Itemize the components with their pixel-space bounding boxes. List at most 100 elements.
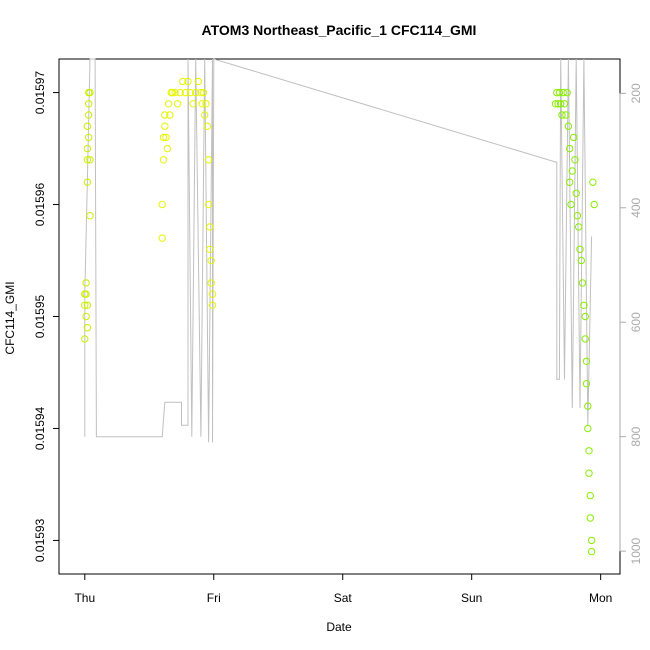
right-tick-label: 600 bbox=[629, 312, 643, 332]
data-point bbox=[202, 100, 210, 108]
data-point bbox=[590, 200, 598, 209]
data-point bbox=[159, 156, 168, 164]
data-point bbox=[201, 111, 209, 119]
data-point bbox=[551, 100, 560, 108]
data-point bbox=[184, 77, 192, 86]
y-axis-label: CFC114_GMI bbox=[3, 281, 17, 354]
right-axis: 200 400 600 800 1000 bbox=[619, 83, 643, 564]
data-point bbox=[82, 312, 90, 321]
data-point bbox=[173, 100, 182, 108]
data-point bbox=[85, 133, 93, 142]
pressure-line-layer bbox=[84, 58, 593, 443]
data-point bbox=[197, 88, 205, 97]
data-point bbox=[86, 212, 94, 220]
data-point bbox=[568, 167, 576, 175]
data-point bbox=[573, 212, 582, 220]
data-point bbox=[83, 178, 92, 186]
x-axis: Thu Fri Sat Sun Mon bbox=[74, 573, 612, 605]
data-point bbox=[204, 200, 213, 209]
data-point bbox=[176, 88, 184, 97]
plot-frame bbox=[58, 58, 621, 575]
data-point bbox=[585, 469, 593, 477]
data-point bbox=[85, 100, 93, 108]
data-point bbox=[569, 133, 578, 142]
data-point bbox=[567, 200, 575, 209]
data-point bbox=[86, 156, 94, 164]
x-tick-label: Sun bbox=[461, 591, 482, 605]
data-point bbox=[559, 88, 567, 97]
data-point bbox=[163, 144, 172, 153]
data-point bbox=[192, 88, 200, 97]
data-point bbox=[162, 133, 170, 142]
data-point bbox=[577, 256, 585, 265]
data-point bbox=[566, 178, 574, 186]
data-point bbox=[83, 144, 92, 153]
data-point bbox=[81, 335, 89, 343]
data-point bbox=[85, 111, 93, 119]
data-point bbox=[181, 88, 190, 97]
data-point bbox=[208, 301, 217, 309]
pressure-line bbox=[84, 58, 593, 443]
data-point bbox=[586, 514, 594, 522]
data-point bbox=[581, 312, 589, 321]
data-point bbox=[161, 111, 169, 119]
data-point bbox=[587, 547, 596, 556]
data-point bbox=[578, 279, 587, 287]
data-point bbox=[582, 380, 591, 388]
data-point bbox=[82, 279, 90, 287]
data-point bbox=[82, 290, 90, 298]
data-point bbox=[560, 100, 569, 108]
data-point bbox=[206, 245, 214, 254]
data-point bbox=[207, 279, 215, 287]
data-point bbox=[158, 234, 166, 242]
data-point bbox=[203, 122, 212, 130]
y-tick-label: 0.01593 bbox=[33, 518, 47, 562]
data-point bbox=[198, 100, 206, 108]
x-tick-label: Sat bbox=[334, 591, 353, 605]
y-tick-label: 0.01596 bbox=[33, 183, 47, 227]
data-point bbox=[204, 156, 213, 164]
data-point bbox=[194, 77, 203, 86]
data-point bbox=[572, 189, 580, 198]
data-point bbox=[564, 122, 573, 130]
data-point bbox=[179, 77, 187, 86]
data-point bbox=[557, 100, 565, 108]
data-point bbox=[168, 88, 177, 97]
data-point bbox=[585, 447, 593, 455]
data-point bbox=[562, 111, 570, 119]
data-point bbox=[189, 100, 197, 108]
data-point bbox=[161, 122, 169, 130]
data-point bbox=[199, 88, 208, 97]
data-point bbox=[207, 256, 215, 265]
x-tick-label: Thu bbox=[74, 591, 95, 605]
data-point bbox=[575, 223, 583, 231]
y-tick-label: 0.01594 bbox=[33, 406, 47, 450]
right-tick-label: 400 bbox=[629, 197, 643, 217]
data-point bbox=[83, 156, 92, 164]
chart-title: ATOM3 Northeast_Pacific_1 CFC114_GMI bbox=[202, 22, 477, 38]
data-point bbox=[83, 301, 92, 309]
right-tick-label: 200 bbox=[629, 83, 643, 103]
x-tick-label: Fri bbox=[207, 591, 221, 605]
data-point bbox=[558, 111, 566, 119]
data-point bbox=[566, 144, 574, 153]
data-point bbox=[164, 100, 173, 108]
data-point bbox=[186, 88, 195, 97]
data-point bbox=[580, 301, 588, 309]
data-point bbox=[83, 122, 92, 130]
data-point bbox=[563, 88, 571, 97]
y-tick-label: 0.01595 bbox=[33, 294, 47, 338]
data-point bbox=[81, 301, 89, 309]
points-layer bbox=[81, 77, 598, 556]
right-tick-label: 1000 bbox=[629, 537, 643, 564]
data-point bbox=[584, 424, 592, 433]
data-point bbox=[576, 245, 584, 254]
data-point bbox=[584, 402, 592, 410]
right-tick-label: 800 bbox=[629, 426, 643, 446]
x-tick-label: Mon bbox=[589, 591, 612, 605]
data-point bbox=[86, 88, 94, 97]
y-axis: 0.01593 0.01594 0.01595 0.01596 0.01597 bbox=[33, 71, 60, 562]
y-tick-label: 0.01597 bbox=[33, 71, 47, 115]
x-axis-label: Date bbox=[326, 620, 352, 634]
